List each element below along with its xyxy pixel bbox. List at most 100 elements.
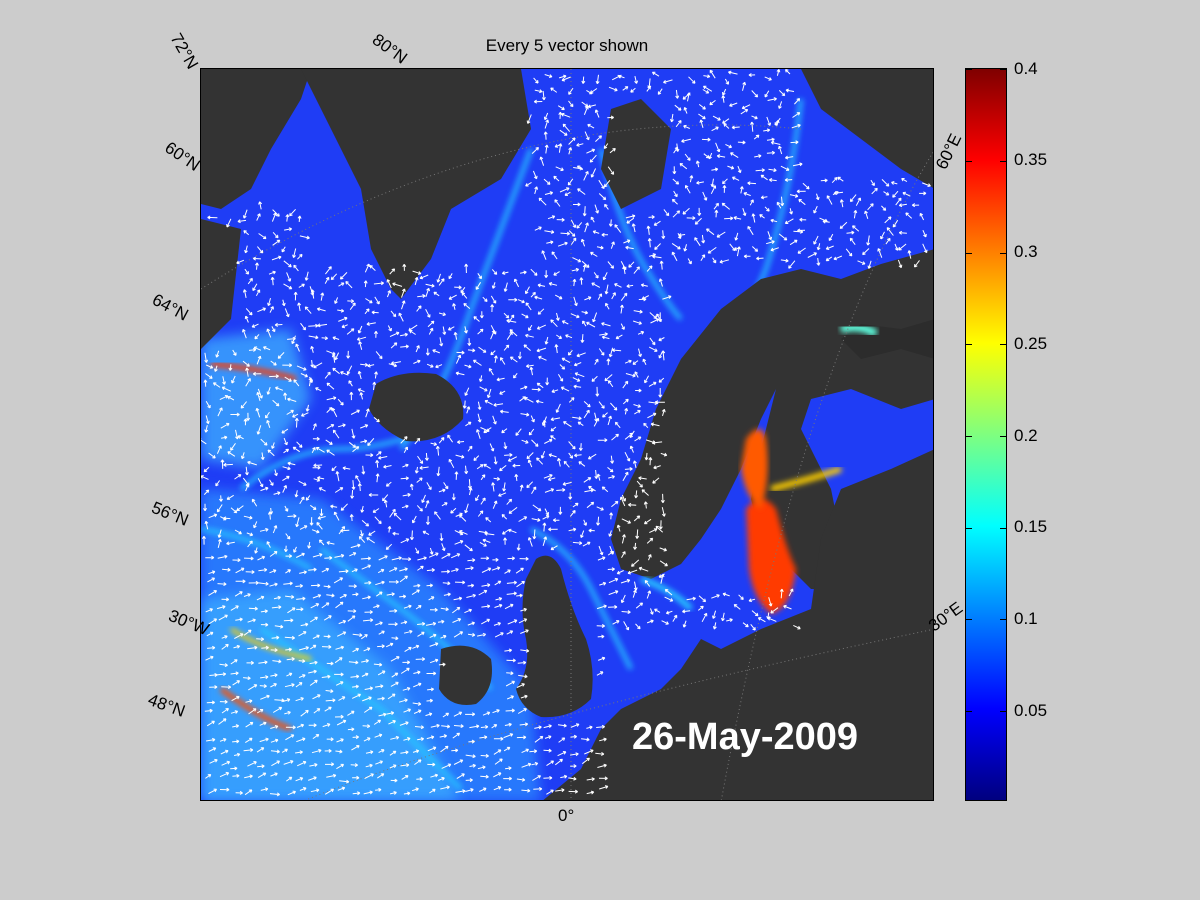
velocity-vector — [634, 490, 639, 499]
lat-label-72n: 72°N — [166, 30, 202, 73]
velocity-vector — [310, 504, 317, 510]
velocity-vector — [243, 556, 254, 561]
velocity-vector — [816, 243, 821, 251]
velocity-vector — [560, 231, 570, 236]
velocity-vector — [503, 312, 510, 319]
velocity-vector — [427, 746, 437, 752]
velocity-vector — [696, 180, 704, 185]
velocity-vector — [321, 644, 332, 649]
velocity-vector — [671, 242, 681, 250]
velocity-vector — [493, 749, 502, 755]
velocity-vector — [310, 603, 320, 609]
velocity-vector — [378, 749, 385, 754]
velocity-vector — [697, 207, 702, 216]
velocity-vector — [346, 350, 351, 359]
velocity-vector — [373, 604, 380, 609]
velocity-vector — [465, 566, 474, 571]
velocity-vector — [346, 328, 355, 335]
velocity-vector — [377, 670, 386, 676]
velocity-vector — [631, 559, 640, 567]
velocity-vector — [515, 428, 522, 436]
velocity-vector — [697, 605, 704, 611]
velocity-vector — [365, 408, 370, 418]
velocity-vector — [284, 308, 290, 318]
velocity-vector — [494, 758, 503, 765]
velocity-vector — [756, 256, 764, 261]
velocity-vector — [722, 178, 728, 185]
velocity-vector — [788, 588, 794, 597]
velocity-vector — [330, 273, 338, 281]
velocity-vector — [737, 165, 742, 174]
velocity-vector — [319, 539, 325, 546]
velocity-vector — [849, 237, 856, 246]
velocity-vector — [477, 328, 484, 335]
velocity-vector — [441, 502, 448, 507]
velocity-vector — [476, 632, 487, 637]
velocity-vector — [475, 282, 482, 290]
velocity-vector — [558, 737, 566, 743]
velocity-vector — [550, 319, 558, 328]
velocity-vector — [390, 656, 400, 662]
velocity-vector — [753, 134, 760, 140]
velocity-vector — [339, 272, 348, 280]
velocity-vector — [286, 776, 293, 782]
velocity-vector — [508, 507, 518, 514]
velocity-vector — [730, 152, 739, 159]
velocity-vector — [532, 529, 537, 540]
velocity-vector — [611, 348, 622, 353]
velocity-vector — [217, 554, 228, 559]
velocity-vector — [764, 90, 770, 98]
velocity-vector — [768, 178, 777, 182]
velocity-vector — [561, 357, 571, 364]
velocity-vector — [295, 517, 300, 528]
velocity-vector — [479, 735, 488, 740]
velocity-vector — [478, 589, 488, 596]
velocity-vector — [248, 606, 258, 611]
velocity-vector — [453, 759, 464, 765]
velocity-vector — [451, 493, 456, 501]
velocity-vector — [767, 97, 777, 102]
velocity-vector — [502, 529, 509, 535]
velocity-vector — [285, 214, 290, 222]
velocity-vector — [454, 471, 459, 480]
velocity-vector — [567, 178, 574, 186]
velocity-vector — [922, 229, 927, 238]
velocity-vector — [350, 763, 358, 768]
velocity-vector — [594, 109, 600, 118]
velocity-vector — [434, 511, 441, 520]
velocity-vector — [500, 357, 506, 365]
velocity-vector — [649, 337, 656, 346]
velocity-vector — [359, 529, 364, 537]
velocity-vector — [706, 228, 715, 236]
velocity-vector — [581, 76, 586, 84]
velocity-vector — [648, 346, 658, 352]
velocity-vector — [568, 100, 574, 108]
velocity-vector — [316, 522, 323, 530]
velocity-vector — [536, 457, 544, 465]
velocity-vector — [741, 104, 751, 110]
velocity-vector — [565, 334, 573, 339]
velocity-vector — [257, 388, 263, 399]
velocity-vector — [230, 507, 238, 514]
velocity-vector — [597, 293, 603, 301]
velocity-vector — [556, 217, 565, 222]
velocity-vector — [568, 776, 577, 781]
velocity-vector — [604, 374, 613, 382]
velocity-vector — [440, 785, 450, 790]
velocity-vector — [325, 266, 332, 275]
velocity-vector — [624, 407, 629, 415]
velocity-vector — [634, 436, 642, 442]
velocity-vector — [581, 310, 589, 315]
velocity-vector — [506, 630, 514, 635]
velocity-vector — [767, 231, 773, 241]
velocity-vector — [284, 683, 295, 688]
velocity-vector — [528, 324, 533, 331]
velocity-vector — [483, 427, 492, 434]
velocity-vector — [204, 425, 209, 433]
velocity-vector — [284, 635, 295, 640]
velocity-vector — [206, 720, 215, 727]
velocity-vector — [441, 763, 452, 769]
velocity-vector — [514, 473, 519, 481]
velocity-vector — [374, 371, 378, 379]
velocity-vector — [464, 263, 469, 274]
